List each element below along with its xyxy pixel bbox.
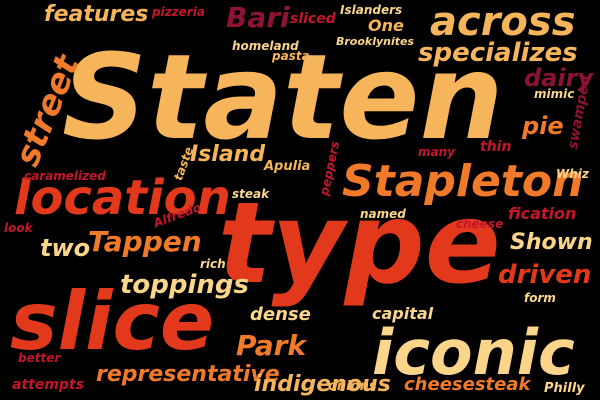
word-iconic: iconic bbox=[372, 316, 575, 389]
word-indigenous: representative bbox=[96, 362, 280, 387]
word-park: Park bbox=[236, 329, 307, 362]
word-attempts: onions bbox=[328, 379, 377, 394]
word-representative: capital bbox=[372, 304, 434, 323]
word-form: form bbox=[524, 291, 556, 305]
word-caramelized: caramelized bbox=[24, 169, 106, 183]
word-mimic: mimic bbox=[534, 87, 575, 101]
word-features: features bbox=[44, 2, 149, 27]
word-rich: rich bbox=[200, 257, 226, 271]
word-two: two bbox=[40, 234, 91, 262]
word-pie: pie bbox=[522, 112, 564, 140]
word-sliced: sliced bbox=[290, 11, 336, 27]
word-driven: driven bbox=[498, 260, 592, 290]
word-apulia: Apulia bbox=[264, 159, 311, 174]
word-cheese: cheese bbox=[456, 217, 504, 231]
word-tappen: Tappen bbox=[88, 225, 202, 258]
word-many: many bbox=[418, 145, 455, 159]
word-islanders: Islanders bbox=[340, 3, 403, 17]
word-staten: Staten bbox=[62, 28, 504, 166]
word-cheesesteak: cheesesteak bbox=[404, 374, 531, 395]
word-swamped: attempts bbox=[12, 377, 84, 393]
word-location: location bbox=[14, 170, 231, 226]
word-one: One bbox=[368, 16, 404, 35]
word-whiz: Whiz bbox=[556, 167, 589, 181]
word-stapleton: Stapleton bbox=[342, 156, 584, 207]
word-fication: fication bbox=[508, 204, 577, 223]
word-island: Island bbox=[190, 142, 266, 167]
word-across: across bbox=[430, 0, 576, 45]
word-bari: Bari bbox=[226, 1, 290, 34]
word-better: better bbox=[18, 351, 61, 365]
word-named: named bbox=[360, 207, 406, 221]
word-type: type bbox=[218, 179, 501, 309]
word-pasta: pasta bbox=[272, 49, 310, 63]
word-pizzeria: pizzeria bbox=[152, 5, 205, 19]
word-homeland: homeland bbox=[232, 39, 299, 53]
word-dense: indigenous bbox=[254, 372, 391, 397]
word-look: look bbox=[4, 221, 33, 235]
word-toppings: toppings bbox=[120, 270, 250, 300]
word-shown: Shown bbox=[510, 230, 593, 255]
word-onions: Philly bbox=[544, 381, 585, 396]
word-thin: thin bbox=[480, 139, 512, 155]
word-specializes: specializes bbox=[418, 38, 578, 68]
word-steak: steak bbox=[232, 187, 270, 201]
word-slice: slice bbox=[10, 275, 215, 368]
word-philly: dense bbox=[250, 304, 311, 325]
word-dairy: dairy bbox=[524, 64, 594, 92]
word-brooklynites: Brooklynites bbox=[336, 35, 415, 48]
